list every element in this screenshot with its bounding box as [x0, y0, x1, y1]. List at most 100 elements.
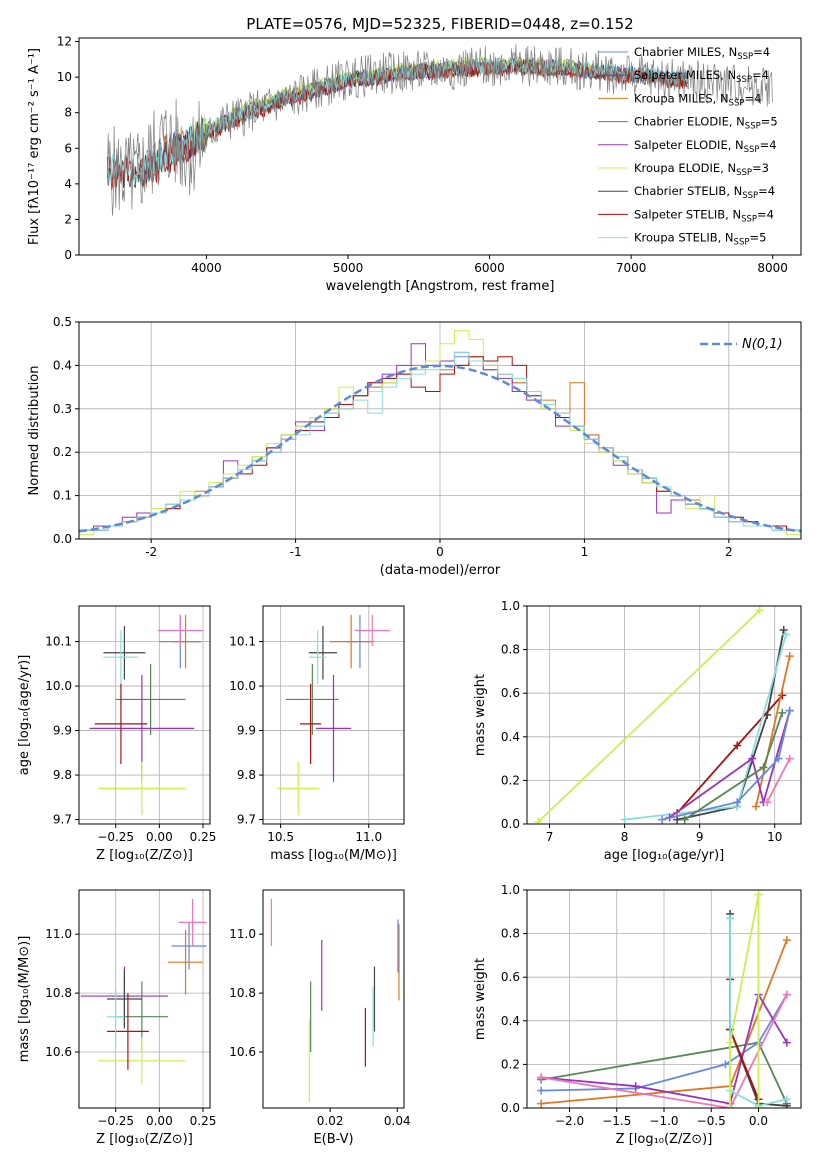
- y-tick-label: 0.8: [501, 643, 520, 657]
- plus-marker: [534, 817, 543, 824]
- legend-entry: N(0,1): [742, 337, 783, 352]
- plot-area: [79, 330, 801, 539]
- x-tick-label: −2.0: [555, 1114, 584, 1128]
- plus-marker: [537, 1086, 546, 1095]
- legend-subscript: SSP: [744, 145, 760, 155]
- age_vs_mass-panel: 10.5 11.0 9.7 9.8 9.9 10.0 10.1 mass [log₁₀(M/M…: [229, 605, 405, 863]
- y-tick-label: 10.8: [45, 986, 72, 1000]
- axes-frame: [262, 605, 405, 825]
- observed-spectrum-line: [106, 44, 773, 216]
- x-tick-label: 5000: [333, 261, 364, 275]
- y-tick-label: 0.2: [53, 445, 72, 459]
- y-tick-label: 10.0: [229, 679, 256, 693]
- weight-line: [541, 994, 788, 1108]
- weight_vs_Z-panel: −2.0 −1.5 −1.0 −0.5 0.0 0.0 0.2 0.4 0.6 0.8 1.0 Z […: [473, 883, 802, 1147]
- x-axis-label: Z [log₁₀(Z/Z⊙)]: [616, 1132, 713, 1147]
- x-tick-label: -2: [145, 545, 157, 559]
- plus-marker: [785, 706, 794, 715]
- legend-text: =4: [760, 138, 777, 152]
- legend-text: Chabrier MILES, N: [634, 45, 737, 59]
- plus-marker: [620, 815, 629, 824]
- legend-text: Salpeter STELIB, N: [634, 207, 741, 221]
- legend-text: =5: [761, 115, 778, 129]
- y-tick-label: 9.8: [237, 768, 256, 782]
- x-tick-label: 0.02: [317, 1114, 344, 1128]
- x-tick-label: 0.04: [384, 1114, 411, 1128]
- spectrum-panel: 4000 5000 6000 7000 8000 0 2 4 6 8 10 12 wavelength …: [27, 35, 802, 294]
- errorbar-point: [308, 626, 338, 680]
- legend-text: Chabrier ELODIE, N: [634, 115, 745, 129]
- errorbar-point: [315, 674, 352, 782]
- x-tick-label: 2: [725, 545, 733, 559]
- y-tick-label: 1.0: [501, 883, 520, 897]
- y-axis-label: mass [log₁₀(M/M⊙)]: [17, 936, 32, 1063]
- y-tick-label: 10.8: [229, 986, 256, 1000]
- plus-marker: [782, 1095, 791, 1104]
- y-tick-label: 11.0: [45, 927, 72, 941]
- legend-entry: Chabrier ELODIE, NSSP=5: [634, 115, 778, 132]
- y-tick-label: 10: [57, 70, 72, 84]
- plus-marker: [778, 708, 787, 717]
- y-tick-label: 0.1: [53, 489, 72, 503]
- errorbar-point: [98, 1037, 186, 1085]
- y-tick-label: 0.8: [501, 927, 520, 941]
- gaussian-reference-curve: [79, 364, 801, 533]
- plus-marker: [751, 802, 760, 811]
- plus-marker: [785, 754, 794, 763]
- errorbar-point: [300, 683, 322, 764]
- axes-frame: [262, 889, 405, 1109]
- weight-line: [676, 694, 783, 814]
- plus-marker: [726, 914, 735, 923]
- plus-marker: [537, 1099, 546, 1108]
- y-tick-label: 10.6: [45, 1045, 72, 1059]
- weight-line: [729, 918, 788, 1107]
- legend-entry: Salpeter STELIB, NSSP=4: [634, 207, 774, 224]
- errorbar-point: [94, 683, 148, 764]
- plus-marker: [774, 754, 783, 763]
- x-tick-label: −1.0: [649, 1114, 678, 1128]
- x-tick-label: 4000: [191, 261, 222, 275]
- y-tick-label: 6: [64, 141, 72, 155]
- plus-marker: [779, 625, 788, 634]
- legend-subscript: SSP: [737, 52, 753, 62]
- legend-text: =4: [752, 68, 769, 82]
- errorbar-point: [157, 614, 204, 647]
- plot-area: [277, 614, 390, 816]
- y-tick-label: 9.9: [53, 724, 72, 738]
- x-tick-label: 9: [696, 830, 704, 844]
- legend-text: =4: [757, 207, 774, 221]
- axes-frame: [78, 605, 211, 825]
- legend-subscript: SSP: [734, 238, 750, 248]
- errorbar-point: [98, 761, 186, 816]
- plus-marker: [754, 890, 763, 899]
- x-axis-label: (data-model)/error: [380, 563, 501, 578]
- errorbar-point: [103, 630, 139, 684]
- legend-subscript: SSP: [745, 122, 761, 132]
- errorbar-point: [171, 614, 200, 669]
- y-tick-label: 11.0: [229, 927, 256, 941]
- legend-text: Kroupa ELODIE, N: [634, 161, 736, 175]
- y-tick-label: 9.9: [237, 724, 256, 738]
- x-tick-label: 0.0: [749, 1114, 768, 1128]
- legend-subscript: SSP: [736, 75, 752, 85]
- legend-subscript: SSP: [741, 214, 757, 224]
- y-tick-label: 9.7: [237, 813, 256, 827]
- model-spectrum-line: [106, 56, 688, 186]
- errorbar-point: [106, 987, 125, 1047]
- weight-line: [537, 609, 761, 823]
- x-tick-label: 11.0: [355, 830, 382, 844]
- legend-text: =4: [744, 91, 761, 105]
- errorbar-point: [354, 614, 390, 647]
- y-tick-label: 10.1: [45, 635, 72, 649]
- legend-subscript: SSP: [729, 98, 745, 108]
- errorbar-point: [103, 626, 146, 680]
- plus-marker: [631, 1082, 640, 1091]
- x-tick-label: 6000: [474, 261, 505, 275]
- plus-marker: [537, 1073, 546, 1082]
- weight-line: [729, 894, 760, 1108]
- legend-text: =3: [752, 161, 769, 175]
- y-tick-label: 0.2: [501, 773, 520, 787]
- weight-line: [676, 629, 785, 821]
- legend-entry: Kroupa STELIB, NSSP=5: [634, 231, 766, 248]
- y-tick-label: 0.6: [501, 970, 520, 984]
